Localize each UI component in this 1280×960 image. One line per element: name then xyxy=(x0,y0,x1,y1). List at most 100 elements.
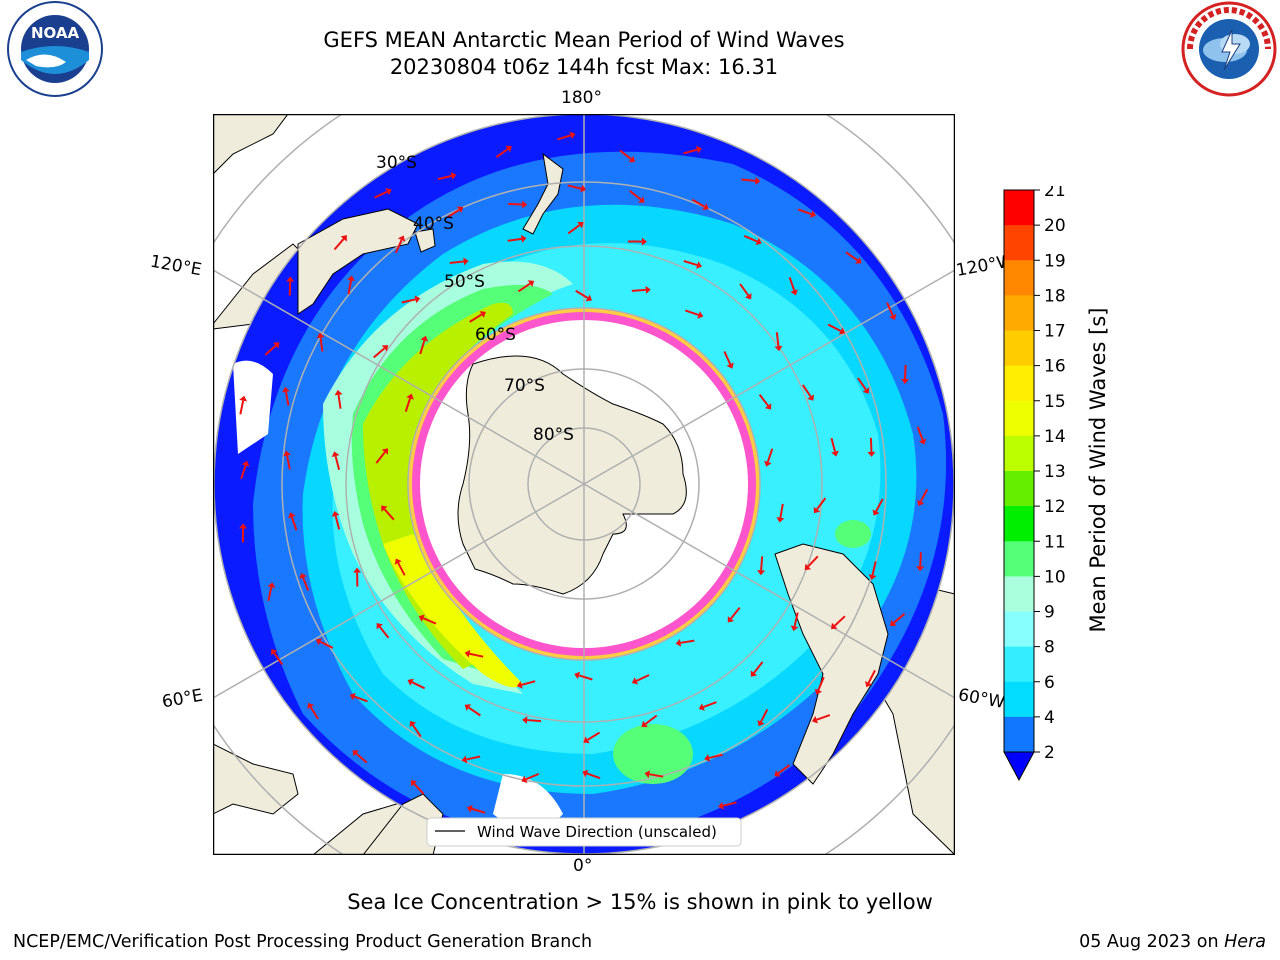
wind-arrow-head xyxy=(675,638,682,647)
wind-arrow-shaft xyxy=(743,234,758,243)
wind-arrow-head xyxy=(381,448,389,455)
noaa-logo-icon: NOAA xyxy=(7,1,103,97)
colorbar-tick-label: 16 xyxy=(1044,357,1066,377)
wind-arrow-shaft xyxy=(413,783,425,795)
svg-text:NOAA: NOAA xyxy=(31,24,80,42)
wind-arrow-shaft xyxy=(875,498,884,512)
colorbar-band xyxy=(1004,260,1034,296)
wind-arrow-shaft xyxy=(373,347,385,359)
wind-arrow-shaft xyxy=(517,282,531,293)
wind-arrow-shaft xyxy=(284,391,290,406)
wind-arrow-shaft xyxy=(893,613,906,624)
wind-arrow-head xyxy=(466,804,473,813)
wind-arrow-shaft xyxy=(816,497,827,510)
legend: Wind Wave Direction (unscaled) xyxy=(426,817,742,847)
colorbar-band xyxy=(1004,471,1034,507)
wind-arrow-shaft xyxy=(334,515,341,530)
wind-arrow-head xyxy=(641,237,647,246)
wind-arrow-shaft xyxy=(412,724,422,738)
wind-arrow-head xyxy=(283,450,291,457)
wind-arrow-head xyxy=(376,622,383,630)
colorbar-band xyxy=(1004,400,1034,437)
wind-arrow-shaft xyxy=(468,706,481,717)
wind-arrow-shaft xyxy=(631,288,646,292)
wind-arrow-head xyxy=(331,511,340,517)
colorbar-band xyxy=(1004,646,1034,683)
wind-arrow-shaft xyxy=(567,184,582,190)
wind-arrow-head xyxy=(239,523,248,529)
wind-arrow-head xyxy=(757,569,766,576)
wind-arrow-shaft xyxy=(557,134,572,141)
colorbar-tick-label: 15 xyxy=(1044,392,1066,412)
wind-arrow-head xyxy=(239,395,248,402)
wind-arrow-shaft xyxy=(817,676,825,691)
wind-arrow-shaft xyxy=(437,174,452,181)
wind-arrow-head xyxy=(585,294,593,302)
wind-arrow-head xyxy=(464,649,471,658)
colorbar-tick-label: 4 xyxy=(1044,708,1055,728)
colorbar-band xyxy=(1004,576,1034,612)
wind-arrow-head xyxy=(299,572,307,580)
south-america xyxy=(774,543,889,785)
wind-arrow-head xyxy=(727,616,735,623)
wind-arrow-shaft xyxy=(286,455,291,470)
colorbar-tick-label: 13 xyxy=(1044,462,1066,482)
lat-label-80s: 80°S xyxy=(533,425,574,445)
lon-label-180: 180° xyxy=(561,88,602,108)
lon-label-120e: 120°E xyxy=(148,251,204,281)
wind-arrow-head xyxy=(316,332,325,339)
wind-arrow-head xyxy=(397,235,406,242)
wind-arrow-head xyxy=(273,342,280,349)
wind-arrow-head xyxy=(774,345,783,352)
wind-arrow-head xyxy=(407,678,414,686)
colorbar-tick-label: 6 xyxy=(1044,673,1055,693)
wind-arrow-shaft xyxy=(797,208,812,216)
lat-label-70s: 70°S xyxy=(504,376,545,396)
wind-arrow-shaft xyxy=(240,465,247,480)
wind-arrow-head xyxy=(479,311,486,318)
wind-arrow-head xyxy=(809,210,816,218)
wind-arrow-head xyxy=(790,289,798,296)
wind-arrow-shaft xyxy=(857,377,867,391)
wind-arrow-head xyxy=(754,176,761,185)
wind-arrow-head xyxy=(580,184,587,193)
wind-arrow-head xyxy=(865,680,873,688)
wind-arrow-head xyxy=(916,566,925,572)
wind-arrow-shaft xyxy=(683,260,698,267)
wind-arrow-shaft xyxy=(333,238,345,251)
wind-arrow-shaft xyxy=(521,680,536,686)
wind-arrow-shaft xyxy=(578,674,593,681)
wind-arrow-head xyxy=(582,769,589,778)
wind-arrow-head xyxy=(270,648,278,656)
wind-arrow-head xyxy=(414,295,421,304)
wind-arrow-head xyxy=(889,619,897,627)
lon-label-60w: 60°W xyxy=(956,685,1007,713)
wind-arrow-shaft xyxy=(703,701,717,709)
wind-arrow-shaft xyxy=(723,351,732,365)
colorbar-tick-label: 10 xyxy=(1044,567,1066,587)
wind-arrow-head xyxy=(410,780,418,787)
wind-arrow-shaft xyxy=(354,695,368,703)
chart-subtitle: 20230804 t06z 144h fcst Max: 16.31 xyxy=(389,55,779,79)
wind-arrow-shaft xyxy=(886,302,894,316)
wind-arrow-shaft xyxy=(411,681,426,690)
wind-arrow-shaft xyxy=(394,239,403,254)
australia xyxy=(297,208,419,315)
wind-arrow-shaft xyxy=(635,674,650,682)
wind-arrow-head xyxy=(463,257,469,266)
wind-arrow-head xyxy=(385,188,392,196)
new-zealand xyxy=(522,152,564,235)
wind-arrow-head xyxy=(522,716,528,725)
colorbar-tick-label: 17 xyxy=(1044,322,1066,342)
wind-arrow-head xyxy=(461,755,468,764)
wind-arrow-shaft xyxy=(779,503,784,518)
wind-arrow-shaft xyxy=(816,714,831,721)
wind-arrow-head xyxy=(889,313,897,321)
wind-arrow-shaft xyxy=(575,289,589,299)
wind-arrow-shaft xyxy=(758,393,769,407)
wind-arrow-shaft xyxy=(722,801,737,807)
colorbar-band xyxy=(1004,190,1034,226)
wind-arrow-shaft xyxy=(469,313,483,323)
colorbar-label: Mean Period of Wind Waves [s] xyxy=(1086,308,1110,633)
wind-arrow-head xyxy=(409,720,417,728)
